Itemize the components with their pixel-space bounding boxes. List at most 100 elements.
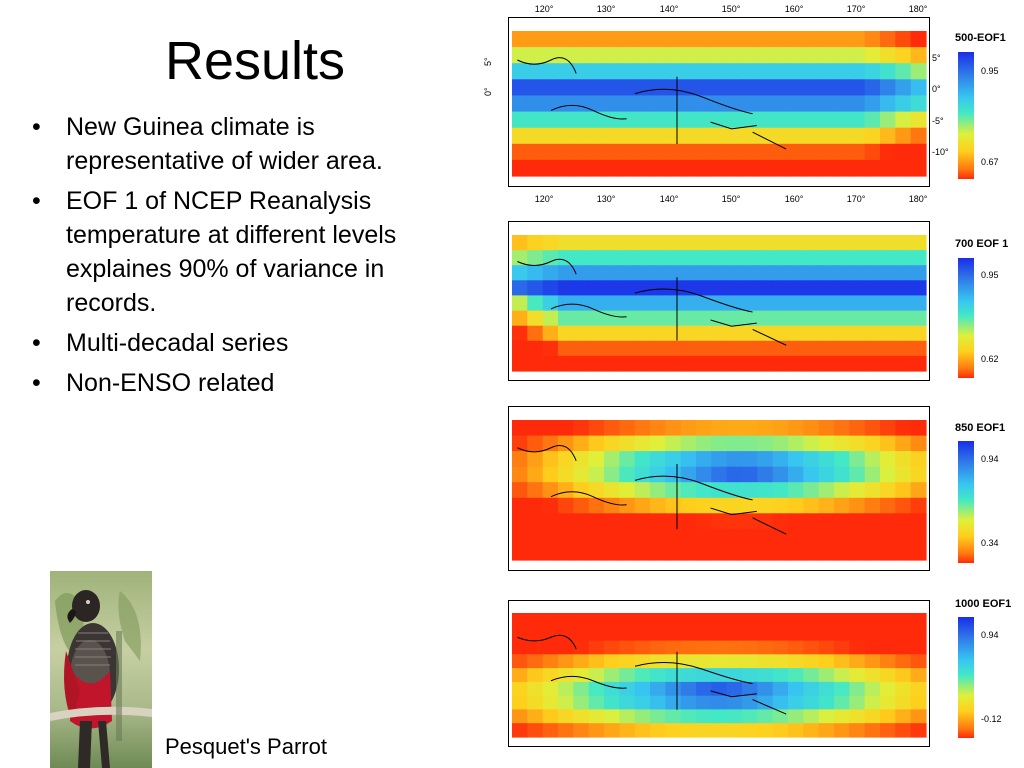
heatmap-cell <box>619 111 636 129</box>
heatmap-cell <box>849 723 866 738</box>
heatmap-cell <box>634 640 651 655</box>
heatmap-cell <box>696 513 712 530</box>
heatmap-cell <box>910 280 927 296</box>
heatmap-cell <box>788 280 804 296</box>
heatmap-cell <box>619 668 636 683</box>
heatmap-cell <box>619 709 636 724</box>
heatmap-cell <box>849 626 866 642</box>
heatmap-cell <box>834 695 850 711</box>
heatmap-cell <box>527 111 544 129</box>
coastline <box>517 445 787 535</box>
heatmap-cell <box>588 626 605 642</box>
heatmap-cell <box>604 497 620 514</box>
heatmap-cell <box>527 47 544 64</box>
heatmap-cell <box>726 709 743 724</box>
heatmap-cell <box>895 435 912 452</box>
heatmap-cell <box>527 482 544 499</box>
heatmap-cell <box>726 355 743 372</box>
heatmap-cell <box>573 95 590 113</box>
heatmap-cell <box>910 482 927 499</box>
heatmap-cell <box>512 31 528 48</box>
heatmap-cell <box>742 497 758 514</box>
heatmap-cell <box>512 451 528 468</box>
heatmap-cell <box>696 159 712 177</box>
heatmap-cell <box>757 235 774 251</box>
lon-label: 140° <box>659 4 679 14</box>
heatmap-cell <box>803 310 820 327</box>
heatmap-cell <box>588 111 605 129</box>
heatmap-cell <box>619 466 636 483</box>
heatmap-cell <box>588 544 605 561</box>
heatmap-cell <box>588 654 605 669</box>
heatmap-cell <box>803 513 820 530</box>
heatmap-cell <box>558 513 574 530</box>
heatmap-cell <box>573 79 590 96</box>
heatmap-cell <box>665 640 682 655</box>
heatmap-cell <box>573 613 590 628</box>
heatmap-cell <box>650 654 666 669</box>
heatmap-cell <box>757 63 774 80</box>
heatmap-cell <box>542 528 559 546</box>
heatmap-cell <box>818 355 835 372</box>
heatmap-cell <box>619 79 636 96</box>
heatmap-cell <box>588 47 605 64</box>
heatmap-cell <box>895 340 912 357</box>
heatmap-cell <box>864 435 881 452</box>
heatmap-cell <box>573 709 590 724</box>
heatmap-cell <box>803 668 820 683</box>
heatmap-cell <box>711 497 728 514</box>
heatmap-cell <box>742 613 758 628</box>
heatmap-cell <box>542 420 559 437</box>
heatmap-cell <box>634 310 651 327</box>
heatmap-cell <box>726 668 743 683</box>
heatmap-cell <box>558 325 574 342</box>
colorbar-title: 850 EOF1 <box>955 422 1006 434</box>
heatmap-cell <box>788 265 804 281</box>
heatmap-cell <box>726 695 743 711</box>
heatmap-cell <box>818 127 835 145</box>
heatmap-cell <box>573 528 590 546</box>
heatmap-cell <box>772 95 789 113</box>
heatmap-cell <box>757 681 774 697</box>
heatmap-cell <box>512 420 528 437</box>
heatmap-cell <box>757 355 774 372</box>
heatmap-cell <box>849 695 866 711</box>
heatmap-cell <box>558 695 574 711</box>
heatmap-cell <box>650 159 666 177</box>
heatmap-cell <box>634 497 651 514</box>
heatmap-cell <box>604 295 620 312</box>
heatmap-cell <box>696 235 712 251</box>
heatmap-cell <box>558 79 574 96</box>
heatmap-cell <box>788 79 804 96</box>
heatmap-cell <box>650 325 666 342</box>
heatmap-cell <box>910 681 927 697</box>
heatmap-cell <box>895 63 912 80</box>
heatmap-cell <box>512 497 528 514</box>
heatmap-cell <box>527 723 544 738</box>
heatmap-cell <box>696 340 712 357</box>
heatmap-cell <box>634 544 651 561</box>
heatmap-cell <box>880 497 896 514</box>
heatmap-cell <box>757 528 774 546</box>
heatmap-cell <box>650 695 666 711</box>
heatmap-cell <box>573 435 590 452</box>
lon-label: 120° <box>534 4 554 14</box>
heatmap-cell <box>895 654 912 669</box>
heatmap-cell <box>665 613 682 628</box>
heatmap-cell <box>726 681 743 697</box>
heatmap-cell <box>803 111 820 129</box>
heatmap-cell <box>864 654 881 669</box>
heatmap-cell <box>803 451 820 468</box>
heatmap-cell <box>788 111 804 129</box>
heatmap-cell <box>818 626 835 642</box>
heatmap-cell <box>512 668 528 683</box>
heatmap-cell <box>527 613 544 628</box>
heatmap-cell <box>880 111 896 129</box>
heatmap-cell <box>757 295 774 312</box>
heatmap-cell <box>558 420 574 437</box>
heatmap-cell <box>818 295 835 312</box>
heatmap-cell <box>680 513 697 530</box>
heatmap-cell <box>573 31 590 48</box>
heatmap-cell <box>665 265 682 281</box>
heatmap-cell <box>803 250 820 266</box>
